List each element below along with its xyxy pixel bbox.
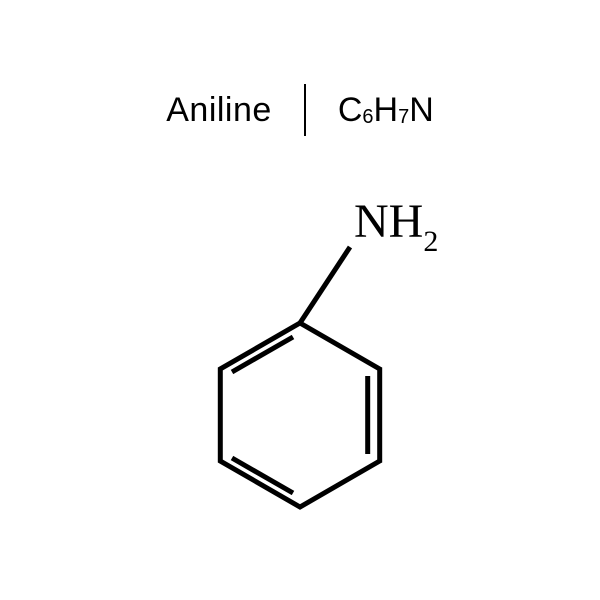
nh2-label: NH2 xyxy=(354,195,438,258)
formula-c: C xyxy=(338,91,363,130)
compound-name: Aniline xyxy=(166,91,272,130)
nh-text: NH xyxy=(354,195,423,248)
formula-6: 6 xyxy=(362,107,373,127)
nh2-subscript: 2 xyxy=(423,225,438,258)
formula-7: 7 xyxy=(398,107,409,127)
substituent-bond xyxy=(300,247,350,323)
compound-header: Aniline C6H7N xyxy=(0,80,600,140)
diagram-container: Aniline C6H7N NH2 xyxy=(0,0,600,600)
formula-n: N xyxy=(409,91,434,130)
benzene-svg: NH2 xyxy=(130,185,470,555)
formula-h: H xyxy=(374,91,399,130)
header-divider xyxy=(304,84,306,136)
molecular-formula: C6H7N xyxy=(338,91,434,130)
structure-drawing: NH2 xyxy=(0,185,600,565)
benzene-ring xyxy=(220,323,379,507)
